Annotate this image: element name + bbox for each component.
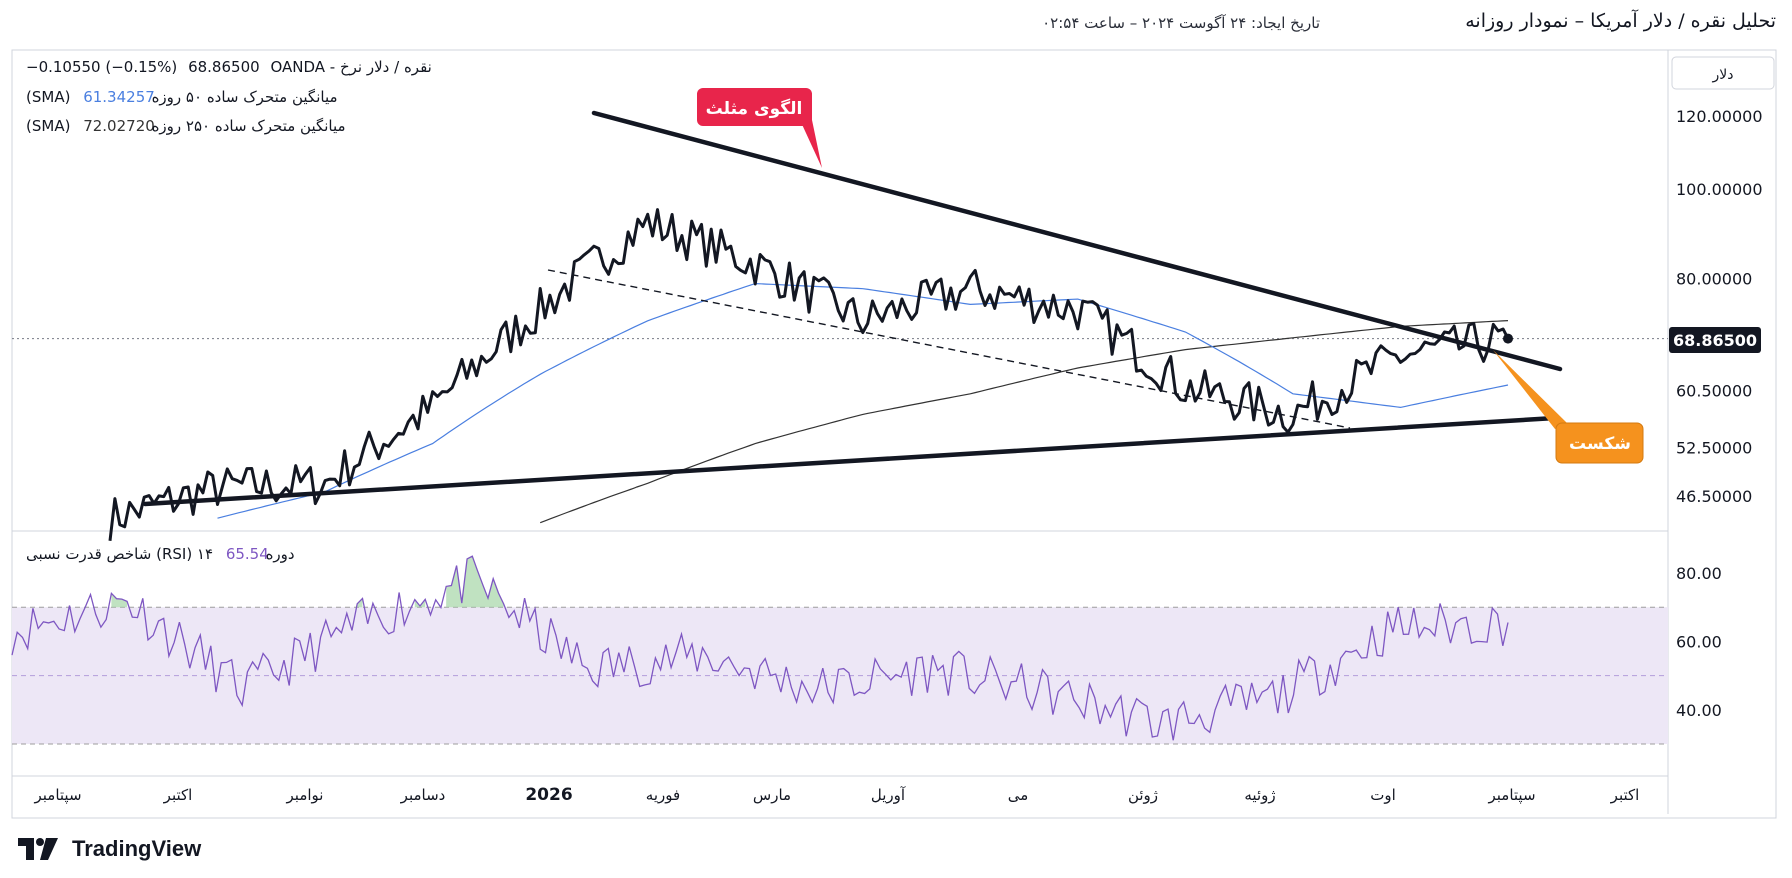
- svg-text:شاخص قدرت نسبی (RSI) ۱۴ دوره: شاخص قدرت نسبی (RSI) ۱۴ دوره 65.54: [26, 545, 295, 563]
- legend-symbol: OANDA - نقره / دلار نرخ: [270, 58, 431, 76]
- rsi-tick-label: 40.00: [1676, 701, 1722, 720]
- time-tick-label: سپتامبر: [33, 786, 81, 805]
- price-tick-label: 100.00000: [1676, 180, 1763, 199]
- creation-date: تاریخ ایجاد: ۲۴ آگوست ۲۰۲۴ – ساعت ۰۲:۵۴: [1042, 14, 1320, 32]
- triangle-callout-text: الگوی مثلث: [706, 98, 803, 119]
- rsi-overbought-fill: [414, 599, 426, 608]
- rsi-axis[interactable]: 80.00 60.00 40.00: [1676, 564, 1722, 720]
- price-legend: −0.10550 (−0.15%) 68.86500 OANDA - نقره …: [26, 58, 432, 135]
- last-price-dot: [1503, 333, 1513, 344]
- time-tick-label: ژوئن: [1128, 786, 1158, 804]
- triangle-callout-pointer: [800, 120, 822, 168]
- currency-button[interactable]: دلار: [1671, 56, 1775, 90]
- time-tick-label: اکتبر: [1610, 786, 1640, 804]
- inner-dashed-trendline: [547, 269, 1351, 429]
- time-tick-label: ژوئیه: [1244, 786, 1275, 804]
- rsi-tick-label: 60.00: [1676, 632, 1722, 651]
- breakout-callout[interactable]: شکست: [1493, 350, 1644, 464]
- price-tick-label: 46.50000: [1676, 487, 1752, 506]
- sma50-legend-label: (SMA) میانگین متحرک ساده ۵۰ روزه: [26, 88, 338, 106]
- svg-text:(SMA) میانگین متحرک ساده ۵۰ رو: (SMA) میانگین متحرک ساده ۵۰ روزه 61.3425…: [26, 88, 338, 106]
- sma50-legend-value: 61.34257: [83, 88, 155, 106]
- time-tick-label: سپتامبر: [1487, 786, 1535, 805]
- time-tick-label: 2026: [525, 785, 572, 805]
- rsi-line: [11, 555, 1509, 741]
- price-tick-label: 80.00000: [1676, 270, 1752, 289]
- time-tick-label: فوریه: [646, 786, 680, 804]
- time-tick-label: نوامبر: [286, 786, 324, 804]
- sma50-line: [217, 282, 1509, 519]
- rsi-legend: شاخص قدرت نسبی (RSI) ۱۴ دوره 65.54: [26, 545, 295, 563]
- price-tick-label: 120.00000: [1676, 107, 1763, 126]
- currency-button-label: دلار: [1712, 67, 1734, 83]
- rsi-tick-label: 80.00: [1676, 564, 1722, 583]
- chart-title: تحلیل نقره / دلار آمریکا – نمودار روزانه: [1465, 10, 1776, 32]
- price-chart[interactable]: الگوی مثلث شکست −0.10550 (−0.15%) 68.865…: [0, 44, 1792, 832]
- time-tick-label: دسامبر: [400, 786, 446, 804]
- tradingview-logo-icon: [18, 838, 58, 860]
- rsi-legend-value: 65.54: [226, 545, 269, 563]
- price-axis[interactable]: 120.00000 100.00000 80.00000 60.50000 52.500…: [1676, 107, 1763, 506]
- triangle-pattern-callout[interactable]: الگوی مثلث: [697, 88, 822, 168]
- time-tick-label: مارس: [753, 786, 791, 804]
- rsi-overbought-fill: [111, 593, 128, 608]
- triangle-callout-badge: [697, 88, 812, 126]
- sma250-line: [539, 320, 1509, 524]
- sma250-legend-label: (SMA) میانگین متحرک ساده ۲۵۰ روزه: [26, 117, 346, 135]
- breakout-callout-text: شکست: [1569, 434, 1631, 454]
- chart-border: [11, 49, 1777, 819]
- triangle-upper-trendline[interactable]: [591, 110, 1563, 372]
- last-price-label: 68.86500: [1669, 327, 1761, 353]
- time-tick-label: اوت: [1370, 786, 1396, 804]
- tradingview-logo[interactable]: TradingView: [18, 834, 201, 864]
- tradingview-brand: TradingView: [72, 836, 202, 861]
- time-axis[interactable]: سپتامبر اکتبر نوامبر دسامبر 2026 فوریه مارس آور…: [33, 785, 1639, 805]
- chart-header: تحلیل نقره / دلار آمریکا – نمودار روزانه…: [0, 0, 1792, 44]
- price-tick-label: 52.50000: [1676, 438, 1752, 457]
- price-series-line: [108, 208, 1510, 541]
- time-tick-label: اکتبر: [163, 786, 193, 804]
- breakout-callout-badge: [1555, 422, 1644, 464]
- svg-text:−0.10550 (−0.15%) 68.8: −0.10550 (−0.15%) 68.86500 OANDA - نقره …: [26, 58, 432, 76]
- triangle-lower-trendline[interactable]: [142, 415, 1558, 507]
- sma250-legend-value: 72.02720: [83, 117, 155, 135]
- legend-price: 68.86500: [188, 58, 260, 76]
- legend-change: −0.10550 (−0.15%): [26, 58, 177, 76]
- breakout-callout-pointer: [1493, 350, 1568, 429]
- last-price-label-text: 68.86500: [1673, 331, 1757, 350]
- time-tick-label: آوریل: [871, 786, 906, 804]
- price-tick-label: 60.50000: [1676, 382, 1752, 401]
- svg-text:(SMA) میانگین متحرک ساده ۲۵۰ ر: (SMA) میانگین متحرک ساده ۲۵۰ روزه 72.027…: [26, 117, 346, 135]
- time-tick-label: می: [1008, 786, 1029, 804]
